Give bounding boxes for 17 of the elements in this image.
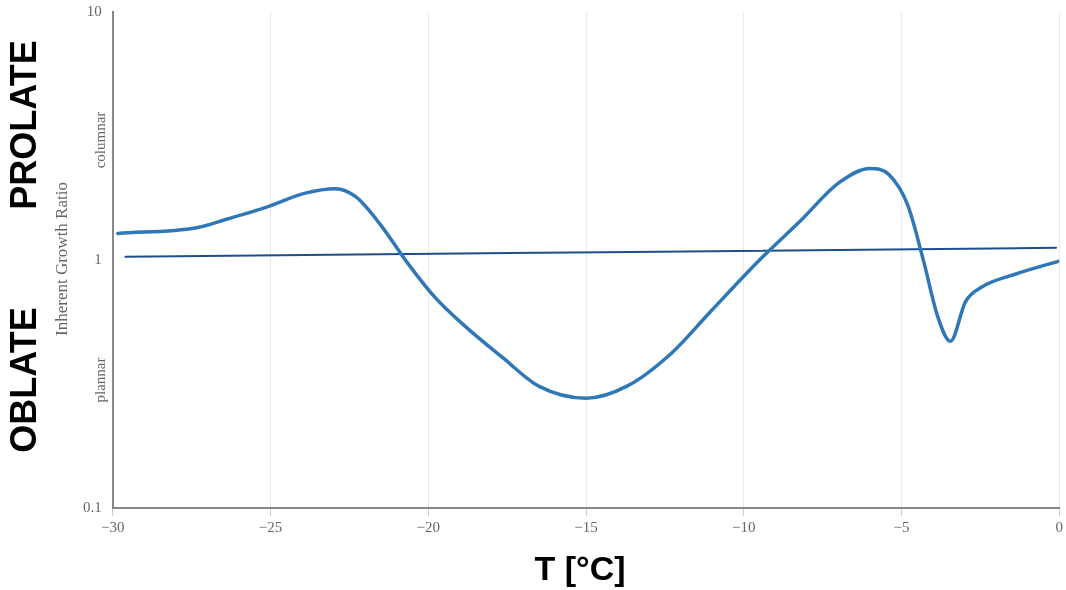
text: PROLATE xyxy=(3,40,45,210)
x-tick-label: −5 xyxy=(893,518,910,535)
x-axis-title: T [°C] xyxy=(534,548,626,588)
x-tick-label: −15 xyxy=(574,518,598,535)
y-tick-label: 1 xyxy=(94,250,102,267)
text: plannar xyxy=(91,357,109,403)
text: columnar xyxy=(91,111,109,169)
x-tick-label: 0 xyxy=(1055,518,1063,535)
x-tick-label: −25 xyxy=(258,518,283,535)
y-axis-title: Inherent Growth Ratio xyxy=(52,182,72,336)
y-tick-label: 0.1 xyxy=(83,498,102,515)
x-tick-label: −10 xyxy=(732,518,756,535)
y-tick-label: 10 xyxy=(86,2,102,19)
x-tick-label: −20 xyxy=(416,518,440,535)
x-tick-label: −30 xyxy=(101,518,125,535)
text: OBLATE xyxy=(3,307,45,453)
line-series xyxy=(116,166,1060,401)
